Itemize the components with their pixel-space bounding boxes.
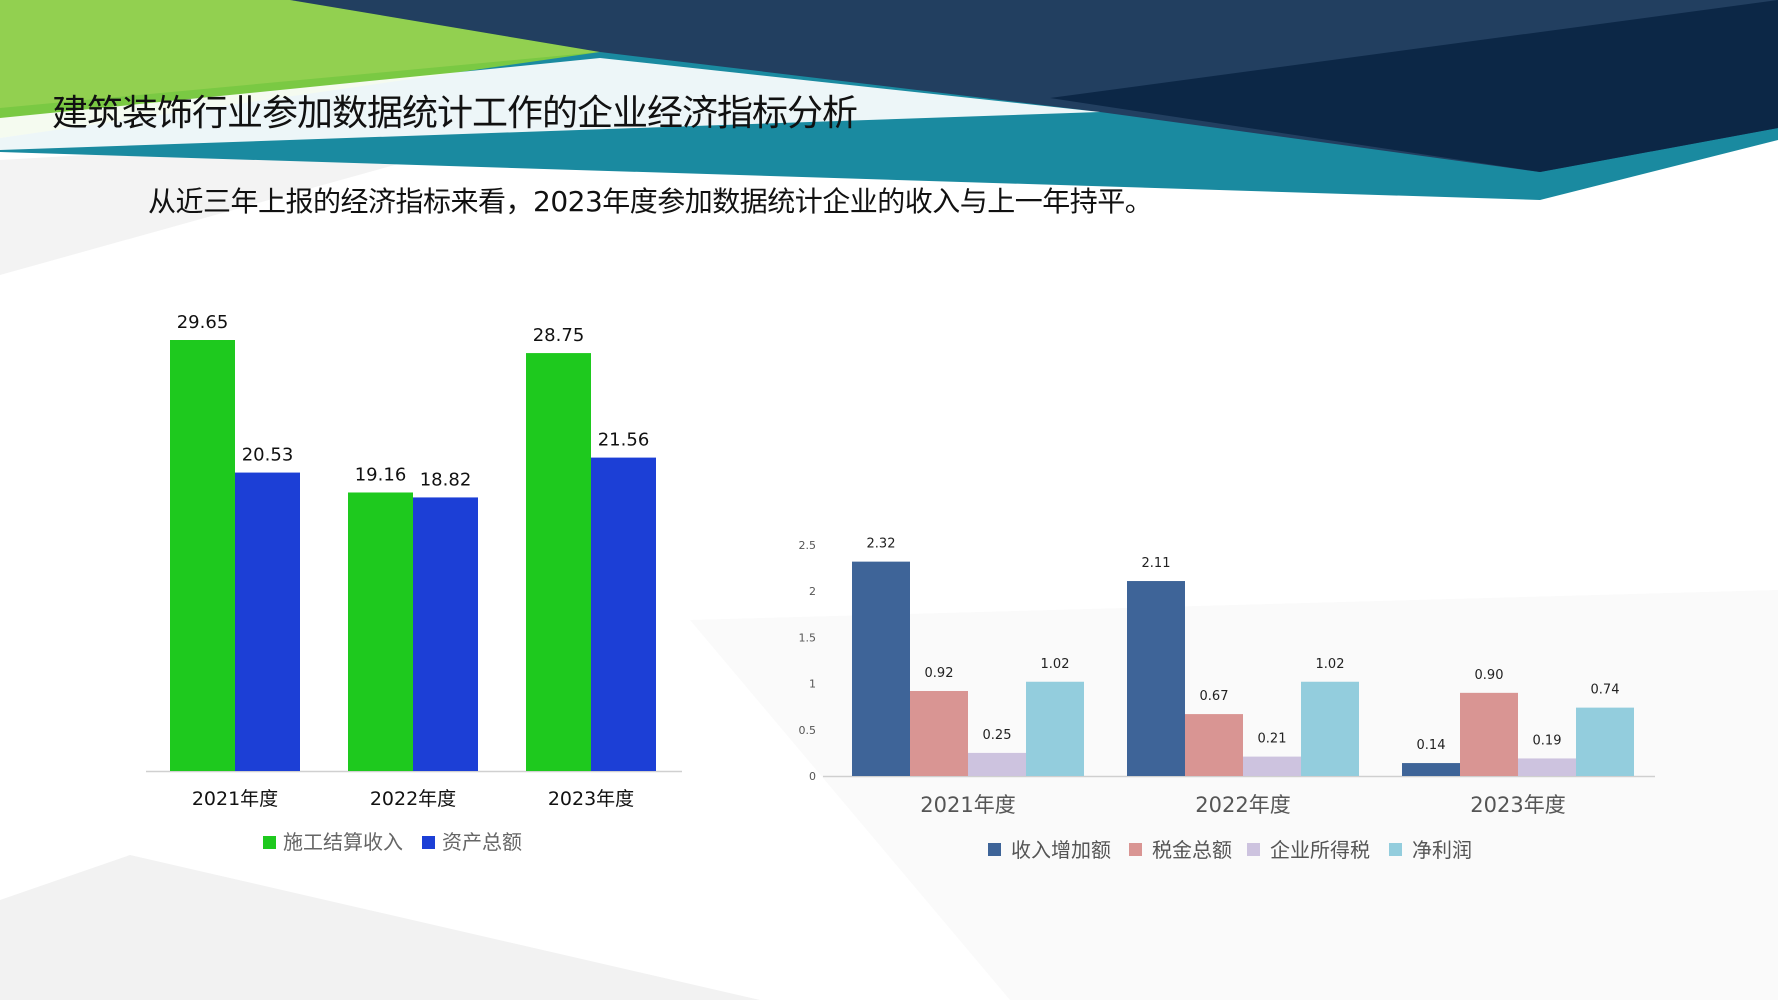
bar-assets-2: [413, 497, 478, 771]
data-label: 21.56: [598, 430, 650, 451]
legend-swatch: [1129, 843, 1142, 856]
data-label: 29.65: [177, 312, 229, 333]
bar-net-profit-2: [1301, 681, 1359, 776]
bar-revenue-3: [526, 353, 591, 771]
x-tick-label: 2022年度: [370, 788, 456, 810]
data-label: 0.14: [1417, 738, 1446, 753]
data-label: 19.16: [355, 464, 407, 485]
legend-label: 施工结算收入: [283, 830, 403, 854]
x-tick-label: 2021年度: [920, 793, 1015, 817]
y-tick-label: 0.5: [799, 724, 817, 737]
data-label: 0.90: [1475, 668, 1504, 683]
y-tick-label: 2.5: [799, 539, 817, 552]
data-label: 1.02: [1041, 657, 1070, 672]
bar-income-tax-3: [1518, 758, 1576, 776]
legend-label: 税金总额: [1152, 838, 1232, 862]
bar-net-profit-1: [1026, 681, 1084, 776]
x-tick-label: 2022年度: [1195, 793, 1290, 817]
bar-income-tax-1: [968, 752, 1026, 776]
data-label: 0.74: [1591, 683, 1620, 698]
bar-income-tax-2: [1243, 756, 1301, 776]
x-tick-label: 2023年度: [548, 788, 634, 810]
bar-tax-total-1: [910, 690, 968, 776]
light-gray-left-shape: [0, 130, 520, 275]
bar-net-profit-3: [1576, 707, 1634, 776]
data-label: 0.19: [1533, 733, 1562, 748]
data-label: 0.67: [1200, 689, 1229, 704]
legend-swatch: [263, 836, 276, 849]
bar-revenue-2: [348, 492, 413, 771]
legend-swatch: [422, 836, 435, 849]
legend-label: 企业所得税: [1270, 838, 1370, 862]
data-label: 0.92: [925, 666, 954, 681]
bar-tax-total-3: [1460, 692, 1518, 776]
bar-assets-1: [235, 472, 300, 771]
legend-label: 净利润: [1412, 838, 1472, 862]
navy-band: [1050, 0, 1778, 172]
bar-revenue-1: [170, 340, 235, 771]
x-tick-label: 2021年度: [192, 788, 278, 810]
bar-income-increase-3: [1402, 763, 1460, 776]
legend-label: 收入增加额: [1011, 838, 1111, 862]
green-highlight-band: [0, 0, 600, 108]
legend-swatch: [988, 843, 1001, 856]
legend-swatch: [1389, 843, 1402, 856]
data-label: 2.11: [1142, 556, 1171, 571]
data-label: 1.02: [1316, 657, 1345, 672]
page-subtitle: 从近三年上报的经济指标来看，2023年度参加数据统计企业的收入与上一年持平。: [148, 185, 1153, 218]
data-label: 2.32: [867, 537, 896, 552]
data-label: 18.82: [420, 469, 472, 490]
bar-income-increase-1: [852, 561, 910, 776]
bar-tax-total-2: [1185, 714, 1243, 776]
data-label: 0.25: [983, 728, 1012, 743]
light-gray-bottom-shape: [0, 855, 760, 1000]
y-tick-label: 0: [809, 770, 816, 783]
x-tick-label: 2023年度: [1470, 793, 1565, 817]
y-tick-label: 1.5: [799, 631, 817, 644]
bar-assets-3: [591, 457, 656, 771]
data-label: 28.75: [533, 325, 585, 346]
y-tick-label: 2: [809, 585, 816, 598]
data-label: 20.53: [242, 445, 294, 466]
legend-swatch: [1247, 843, 1260, 856]
bar-income-increase-2: [1127, 581, 1185, 776]
data-label: 0.21: [1258, 732, 1287, 747]
page-title: 建筑装饰行业参加数据统计工作的企业经济指标分析: [52, 93, 858, 134]
white-title-band: [0, 58, 1100, 150]
legend-label: 资产总额: [442, 830, 522, 854]
y-tick-label: 1: [809, 678, 816, 691]
